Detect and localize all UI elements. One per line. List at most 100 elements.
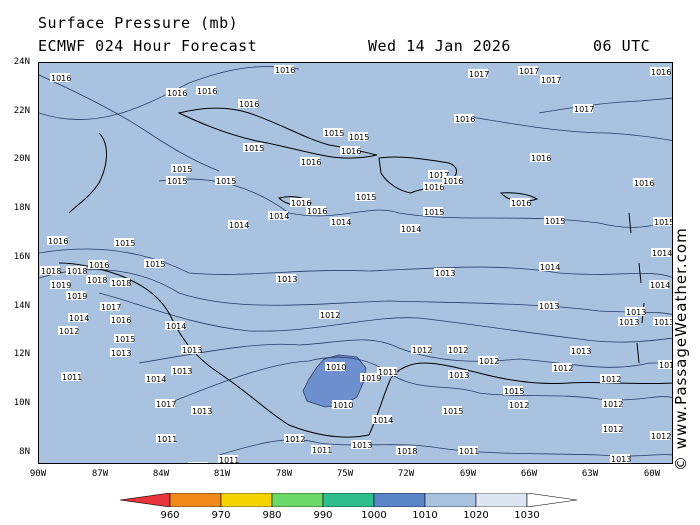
svg-text:1017: 1017	[541, 76, 561, 85]
isobar-label: 1012	[478, 356, 499, 366]
svg-text:1013: 1013	[611, 455, 631, 464]
svg-text:1011: 1011	[312, 446, 332, 455]
isobar-label: 1016	[274, 65, 295, 75]
isobar-label: 1016	[633, 178, 654, 188]
isobar-label: 1016	[340, 146, 361, 156]
svg-text:1015: 1015	[115, 239, 135, 248]
svg-text:1012: 1012	[603, 400, 623, 409]
site-credit: © www.PassageWeather.com	[672, 227, 690, 471]
isobar-label: 1011	[458, 446, 479, 456]
isobar-label: 1011	[156, 434, 177, 444]
svg-text:1015: 1015	[349, 133, 369, 142]
pressure-colorbar	[119, 493, 578, 507]
svg-text:1017: 1017	[156, 400, 176, 409]
svg-text:1012: 1012	[320, 311, 340, 320]
svg-text:1019: 1019	[51, 281, 71, 290]
isobar-label: 1015	[114, 334, 135, 344]
svg-text:1017: 1017	[519, 67, 539, 76]
colorbar-label: 960	[160, 510, 180, 521]
colorbar-label: 1000	[361, 510, 387, 521]
lat-label-12n: 12N	[13, 349, 30, 359]
lon-label-87w: 87W	[91, 469, 109, 479]
svg-text:1014: 1014	[540, 263, 560, 272]
svg-text:1016: 1016	[291, 199, 311, 208]
svg-text:1018: 1018	[397, 447, 417, 456]
lesser-antilles	[628, 212, 645, 364]
svg-text:1014: 1014	[166, 322, 186, 331]
svg-text:1015: 1015	[356, 193, 376, 202]
isobar-label: 1012	[602, 399, 623, 409]
lat-label-22n: 22N	[13, 106, 30, 116]
isobar-label: 1016	[442, 176, 463, 186]
svg-text:1014: 1014	[401, 225, 421, 234]
svg-text:1016: 1016	[455, 115, 475, 124]
svg-text:1016: 1016	[197, 87, 217, 96]
isobar-label: 1010	[325, 362, 346, 372]
svg-text:1016: 1016	[511, 199, 531, 208]
isobar-label: 1016	[110, 315, 131, 325]
svg-text:1013: 1013	[435, 269, 455, 278]
isobar-label: 1016	[50, 73, 71, 83]
isobar-label: 1016	[290, 198, 311, 208]
isobar-label: 1013	[448, 370, 469, 380]
svg-text:1017: 1017	[469, 70, 489, 79]
isobar-label: 1015	[243, 143, 264, 153]
lon-label-90w: 90W	[29, 469, 47, 479]
svg-text:1012: 1012	[553, 364, 573, 373]
isobar-label: 1015	[114, 238, 135, 248]
pressure-map: 1016 1016 1016 1016 1016 1017 1017 1017 1017 1016…	[38, 62, 673, 464]
svg-text:1012: 1012	[59, 327, 79, 336]
svg-text:1016: 1016	[307, 207, 327, 216]
isobar-label: 1012	[58, 326, 79, 336]
svg-text:1016: 1016	[301, 158, 321, 167]
svg-text:1014: 1014	[69, 314, 89, 323]
colorbar-swatch	[424, 493, 477, 507]
svg-text:1015: 1015	[244, 144, 264, 153]
svg-text:1015: 1015	[654, 218, 673, 227]
svg-text:1012: 1012	[479, 357, 499, 366]
isobar-label: 1013	[171, 366, 192, 376]
isobar-label: 1016	[238, 99, 259, 109]
isobar-label: 1011	[377, 367, 398, 377]
svg-text:1017: 1017	[429, 171, 449, 180]
svg-text:1015: 1015	[504, 387, 524, 396]
isobar-label: 1014	[330, 217, 351, 227]
svg-text:1011: 1011	[378, 368, 398, 377]
svg-text:1014: 1014	[650, 281, 670, 290]
isobar-label: 1013	[570, 346, 591, 356]
isobar-label: 1015	[503, 386, 524, 396]
isobar-label: 1013	[653, 317, 672, 327]
svg-text:1010: 1010	[333, 401, 353, 410]
svg-text:1018: 1018	[87, 276, 107, 285]
isobar-label: 1016	[454, 114, 475, 124]
south-america-coast	[368, 362, 672, 436]
svg-text:1013: 1013	[111, 349, 131, 358]
svg-text:1013: 1013	[192, 407, 212, 416]
svg-text:1016: 1016	[239, 100, 259, 109]
svg-text:1012: 1012	[412, 346, 432, 355]
isobar-label: 1011	[61, 372, 82, 382]
colorbar-label: 980	[262, 510, 282, 521]
lat-label-18n: 18N	[13, 203, 30, 213]
svg-text:1013: 1013	[626, 308, 646, 317]
colorbar-swatch	[119, 493, 171, 507]
isobar-label: 1012	[650, 431, 671, 441]
isobar-label: 1013	[110, 348, 131, 358]
isobar-label: 1015	[653, 217, 673, 227]
isobar-label: 1013	[188, 462, 208, 463]
svg-text:1012: 1012	[601, 375, 621, 384]
lon-label-63w: 63W	[581, 469, 599, 479]
svg-text:1011: 1011	[157, 435, 177, 444]
isobar-label: 1015	[323, 128, 344, 138]
svg-text:1013: 1013	[182, 346, 202, 355]
svg-text:1012: 1012	[651, 432, 671, 441]
svg-text:1014: 1014	[652, 249, 672, 258]
isobar-label: 1019	[50, 280, 71, 290]
svg-text:1016: 1016	[51, 74, 71, 83]
svg-text:1011: 1011	[219, 456, 239, 464]
colorbar-swatch	[373, 493, 426, 507]
isobar-label: 1012	[411, 345, 432, 355]
svg-text:1014: 1014	[229, 221, 249, 230]
svg-text:1015: 1015	[167, 177, 187, 186]
isobar-label: 1012	[284, 434, 305, 444]
